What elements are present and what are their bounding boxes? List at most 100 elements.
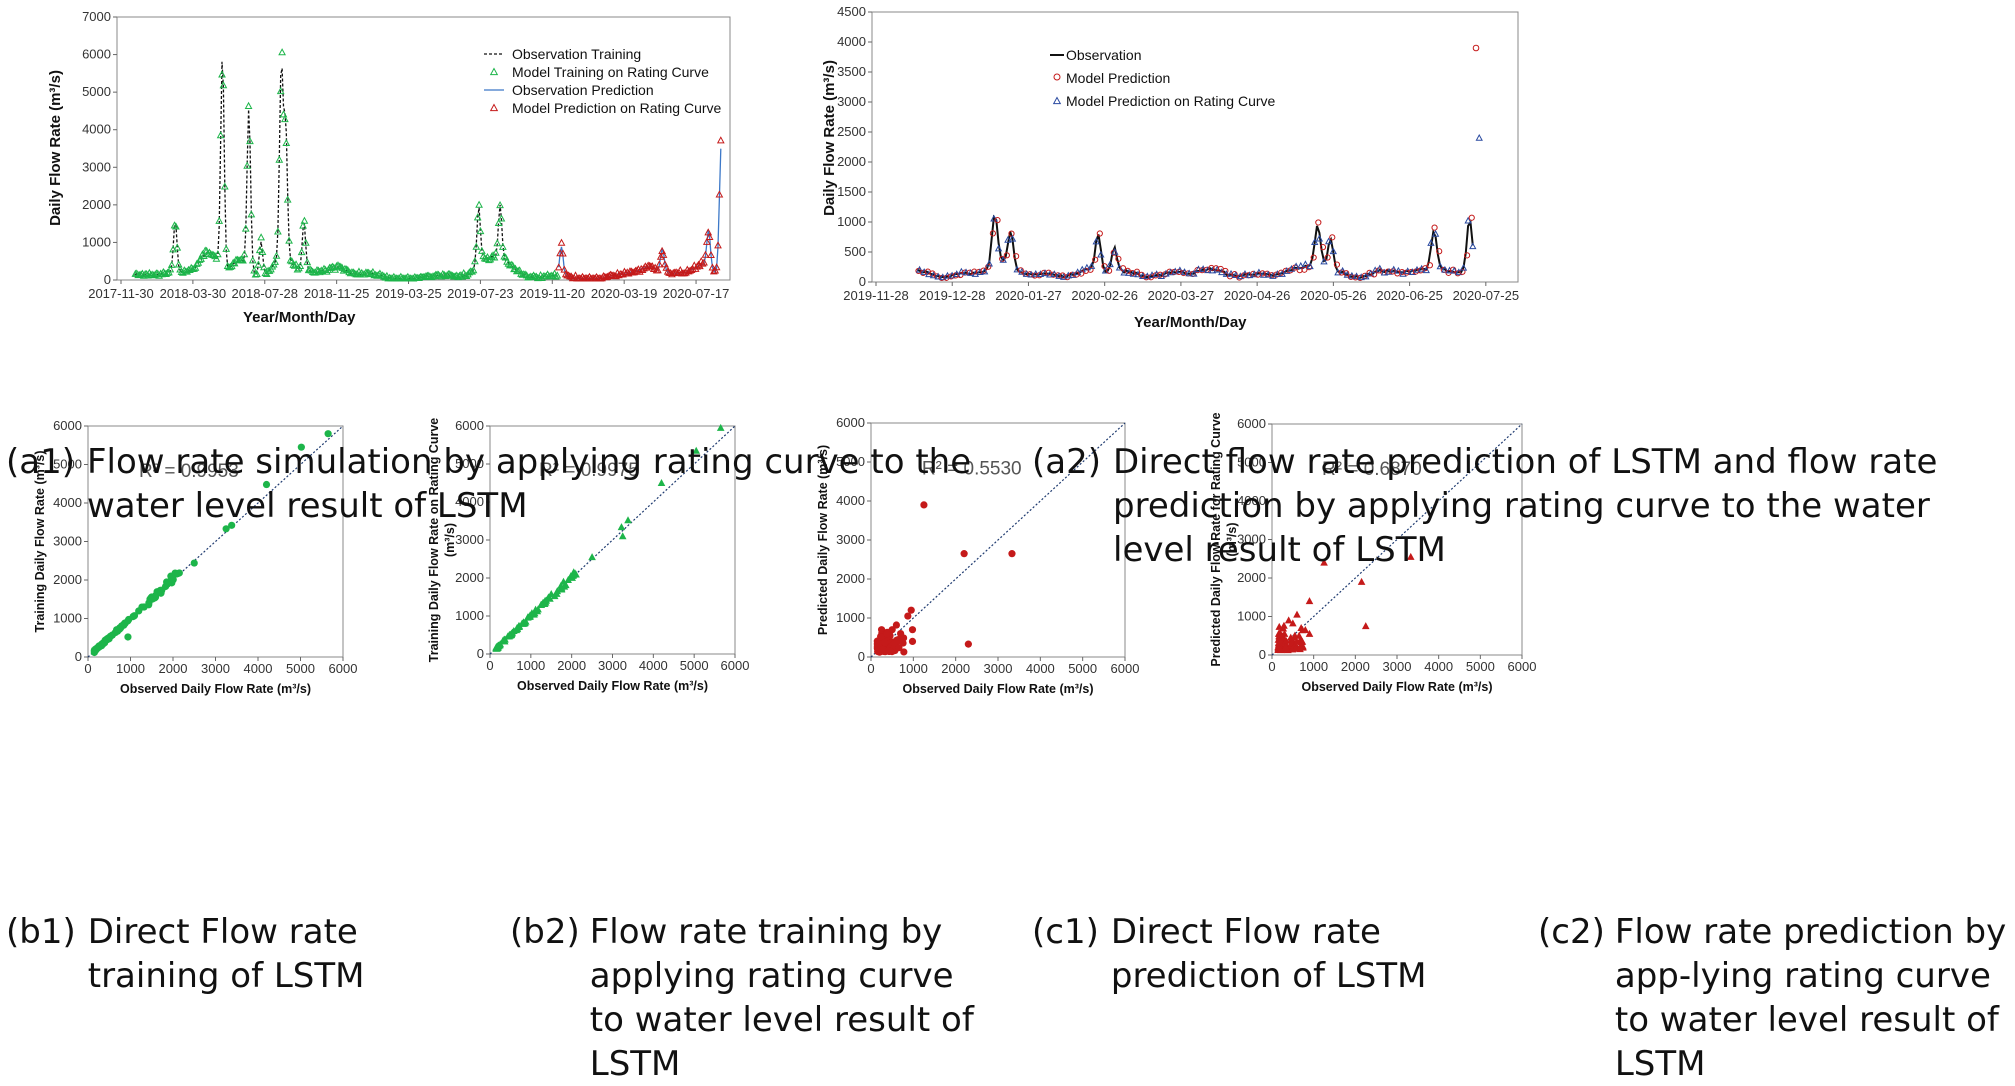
marker-model-training: [191, 263, 200, 271]
r-squared-label: R² = 0.9953: [139, 461, 239, 482]
data-point: [1284, 616, 1293, 624]
marker-model-prediction: [614, 271, 623, 279]
data-point: [103, 636, 111, 644]
marker-model-prediction: [715, 190, 724, 198]
legend-swatch-model-training: [489, 67, 499, 76]
x-tick-label: 0: [486, 658, 493, 673]
caption-c2-text: Flow rate prediction by app-lying rating…: [1614, 912, 2007, 1084]
marker-model-training: [373, 271, 381, 279]
data-point: [124, 633, 132, 641]
x-tick-label: 2019-07-23: [447, 286, 514, 301]
y-tick-label: 5000: [455, 456, 484, 471]
x-tick-label: 2017-11-30: [88, 286, 154, 301]
marker-model-prediction: [1078, 270, 1085, 277]
marker-model-prediction: [1003, 252, 1010, 259]
data-point: [875, 639, 883, 648]
x-tick-label: 2000: [1341, 659, 1370, 674]
marker-model-training: [159, 267, 168, 276]
marker-model-prediction: [1157, 271, 1164, 278]
y-tick-label: 0: [1259, 647, 1266, 662]
x-tick-label: 6000: [329, 661, 358, 676]
marker-model-rating-curve: [1306, 262, 1314, 270]
marker-model-rating-curve: [1464, 216, 1472, 224]
marker-model-prediction: [1319, 244, 1327, 251]
marker-model-rating-curve: [1301, 260, 1310, 268]
data-point: [157, 589, 165, 597]
marker-model-training: [313, 265, 321, 274]
marker-model-rating-curve: [1324, 237, 1333, 245]
marker-model-training: [247, 210, 256, 218]
chart-a1: 0 1000 2000 3000 4000 5000 6000 7000 2017-11-30 2…: [47, 9, 731, 326]
data-point: [262, 480, 271, 489]
data-point: [1305, 597, 1314, 605]
marker-model-prediction: [971, 268, 978, 275]
marker-model-training: [172, 222, 180, 230]
data-point: [161, 582, 170, 591]
y-tick-label: 500: [844, 244, 866, 259]
marker-model-training: [216, 131, 225, 139]
marker-model-training: [257, 233, 266, 241]
marker-model-training: [293, 265, 302, 273]
marker-model-prediction: [1013, 253, 1020, 260]
marker-model-training: [195, 255, 204, 263]
marker-model-prediction: [1343, 270, 1350, 277]
marker-model-prediction: [1329, 234, 1336, 241]
marker-model-prediction: [1096, 230, 1103, 237]
data-point: [124, 617, 132, 625]
y-axis-title: Predicted Daily Flow Rate for Rating Cur…: [1209, 412, 1223, 666]
marker-model-training: [500, 252, 509, 260]
marker-model-training: [285, 236, 293, 244]
x-tick-label: 3000: [201, 661, 230, 676]
data-point: [1293, 637, 1301, 645]
y-tick-label: 5000: [836, 454, 865, 469]
x-tick-label: 0: [1268, 659, 1275, 674]
x-axis-title: Observed Daily Flow Rate (m³/s): [120, 682, 311, 696]
data-point: [534, 605, 542, 613]
marker-model-training: [226, 262, 235, 270]
y-tick-label: 3000: [53, 534, 82, 549]
series-observation-prediction: [558, 148, 722, 280]
marker-model-prediction: [557, 238, 566, 246]
y-tick-label: 1000: [837, 214, 866, 229]
data-point: [904, 612, 912, 620]
marker-model-training: [218, 70, 226, 78]
caption-c2: (c2) Flow rate prediction by app-lying r…: [1538, 910, 2008, 1086]
x-tick-label: 4000: [1424, 659, 1453, 674]
x-tick-label: 4000: [639, 658, 668, 673]
marker-model-prediction: [716, 136, 725, 144]
data-point: [135, 607, 143, 615]
x-tick-label: 2018-07-28: [232, 286, 299, 301]
marker-model-training: [498, 242, 507, 250]
marker-model-prediction: [700, 258, 708, 266]
marker-model-training: [241, 224, 250, 232]
y-tick-label: 2000: [836, 571, 865, 586]
data-point: [1291, 631, 1299, 639]
data-point: [174, 570, 182, 578]
marker-model-training: [484, 255, 493, 264]
legend-swatch-model-prediction: [489, 103, 499, 112]
marker-model-training: [438, 269, 447, 278]
marker-model-prediction: [989, 230, 996, 237]
y-tick-label: 2000: [53, 572, 82, 587]
marker-model-prediction: [1463, 252, 1471, 259]
x-axis-title: Year/Month/Day: [243, 309, 356, 326]
marker-model-rating-curve: [1087, 262, 1096, 269]
marker-model-training: [255, 246, 264, 254]
marker-model-training: [496, 200, 504, 209]
marker-model-training: [480, 254, 489, 262]
marker-model-prediction: [1092, 256, 1099, 263]
marker-model-prediction: [656, 252, 665, 260]
marker-model-prediction: [709, 267, 718, 275]
marker-model-prediction: [659, 250, 668, 258]
legend-label: Model Prediction: [1066, 70, 1170, 86]
data-point: [1320, 558, 1328, 566]
marker-model-training: [278, 48, 286, 56]
chart-c1: 00 1000 1000 2000 2000 3000 3000 4000 4000 5000 50…: [816, 415, 1139, 696]
marker-model-prediction: [985, 263, 992, 270]
marker-model-rating-curve: [1436, 262, 1444, 270]
y-tick-label: 0: [858, 649, 865, 664]
y-tick-label: 3000: [82, 159, 111, 174]
data-point: [557, 585, 566, 593]
x-axis-title: Year/Month/Day: [1134, 314, 1247, 331]
data-point: [526, 611, 534, 619]
